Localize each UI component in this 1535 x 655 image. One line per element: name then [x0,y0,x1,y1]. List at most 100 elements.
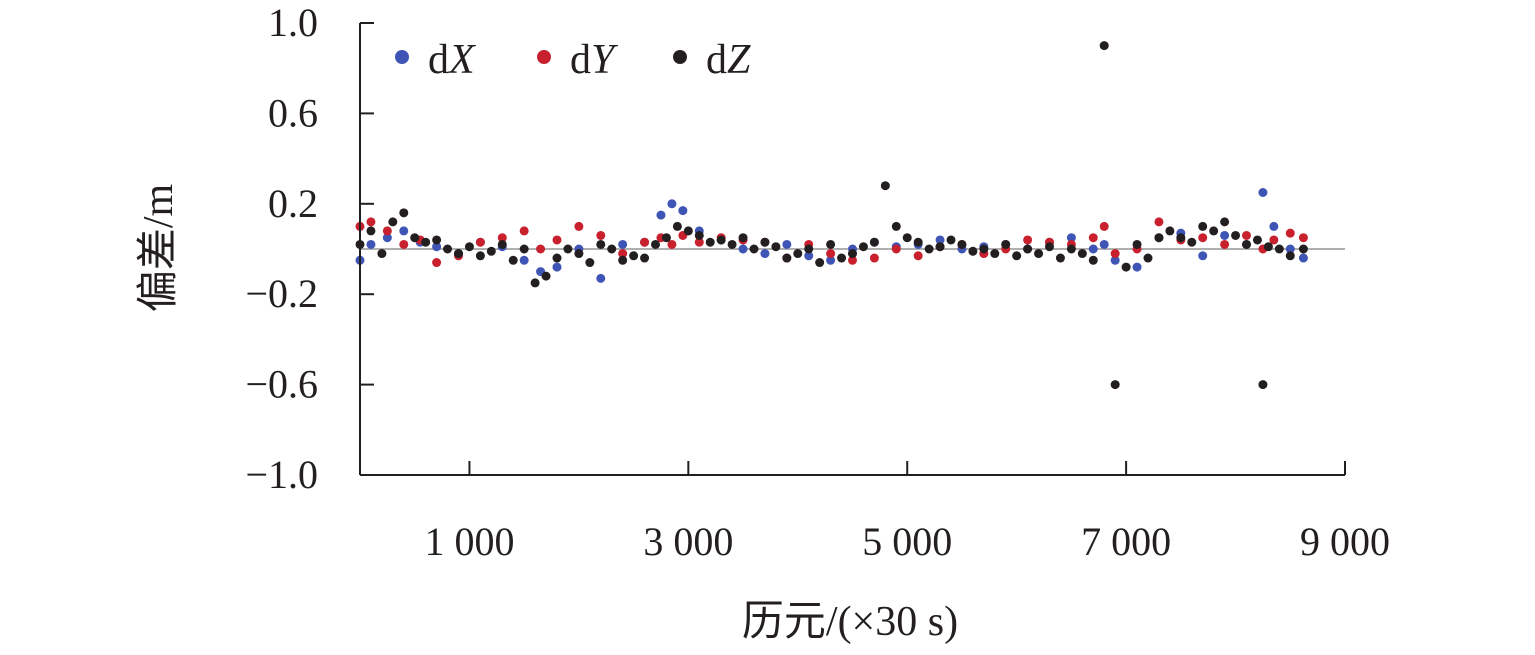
data-point-dZ [1088,255,1098,265]
data-point-dZ [464,242,474,252]
data-point-dX [1269,221,1279,231]
data-point-dZ [858,242,868,252]
data-point-dX [1099,239,1109,249]
data-point-dZ [1110,380,1120,390]
x-tick-label: 7 000 [1081,519,1171,564]
data-point-dZ [1298,244,1308,254]
data-point-dZ [957,239,967,249]
data-point-dZ [1274,244,1284,254]
data-point-dZ [1001,239,1011,249]
data-point-dY [1269,235,1279,245]
data-point-dY [475,237,485,247]
data-point-dZ [1258,380,1268,390]
data-point-dY [497,233,507,243]
data-point-dX [678,206,688,216]
data-point-dZ [508,255,518,265]
legend-label-dX: dX [428,37,477,83]
data-point-dX [1132,262,1142,272]
data-point-dZ [1045,242,1054,252]
data-point-dZ [990,249,1000,259]
y-tick-label: 0.6 [268,90,318,135]
data-point-dZ [1132,239,1142,249]
data-point-dZ [618,255,628,265]
data-point-dZ [1034,249,1044,259]
x-tick-label: 3 000 [643,519,733,564]
data-point-dZ [366,226,376,236]
data-point-dX [1088,244,1098,254]
data-point-dX [1110,255,1120,265]
data-point-dZ [1012,251,1022,261]
data-point-dY [366,217,376,227]
data-point-dZ [1055,253,1065,263]
data-point-dZ [410,233,420,243]
data-point-dY [1242,230,1251,240]
data-point-dZ [848,249,857,259]
data-point-dY [382,226,392,236]
data-point-dX [1066,233,1076,243]
data-point-dZ [1121,262,1131,272]
data-point-dZ [486,246,496,256]
data-point-dZ [804,244,814,254]
data-point-dX [1258,188,1268,197]
x-axis-title: 历元/(×30 s) [742,599,958,645]
legend-marker-dY [537,50,551,64]
data-point-dY [1023,235,1033,245]
data-point-dZ [574,249,584,259]
data-point-dX [432,242,442,252]
data-point-dZ [629,251,639,261]
data-point-dZ [1023,244,1033,254]
data-point-dX [1298,253,1308,263]
data-point-dZ [1154,233,1164,243]
data-point-dZ [782,253,792,263]
data-point-dZ [793,249,803,259]
data-point-dZ [968,246,978,256]
data-point-dZ [377,249,387,259]
data-point-dY [913,251,923,261]
data-point-dZ [694,230,704,240]
y-tick-label: −0.6 [245,362,318,407]
data-point-dX [1285,244,1295,254]
data-point-dZ [749,244,759,254]
data-point-dX [826,255,836,265]
data-point-dZ [1231,230,1241,240]
data-point-dZ [1176,233,1186,243]
data-point-dZ [837,253,847,263]
legend: dX dY dZ [395,37,751,83]
data-point-dZ [771,242,781,252]
data-point-dZ [815,258,825,268]
data-point-dZ [607,244,617,254]
data-point-dZ [475,251,485,261]
data-point-dX [935,235,945,245]
data-point-dZ [727,239,737,249]
data-point-dY [596,230,606,240]
data-point-dX [552,262,562,272]
data-point-dZ [1252,235,1262,245]
y-tick-label: 1.0 [268,0,318,45]
data-point-dZ [902,233,912,243]
data-point-dZ [563,244,573,254]
data-point-dX [382,233,392,243]
data-point-dX [366,239,376,249]
x-ticks: 1 000 3 000 5 000 7 000 9 000 [424,461,1390,564]
data-point-dY [1154,217,1164,227]
data-point-dZ [1285,251,1295,261]
data-point-dY [519,226,529,236]
data-point-dZ [552,253,562,263]
data-point-dZ [1198,221,1208,231]
series-dZ [355,41,1308,390]
data-point-dZ [760,237,770,247]
legend-label-dY: dY [570,37,619,83]
series-dX [355,188,1308,283]
data-point-dZ [541,271,551,281]
data-point-dZ [1209,226,1219,236]
data-point-dY [1088,233,1098,243]
data-point-dZ [454,249,463,259]
x-tick-label: 5 000 [862,519,952,564]
data-point-dY [1099,221,1109,231]
data-point-dZ [585,258,595,268]
data-point-dY [1298,233,1308,243]
data-point-dZ [705,237,715,247]
data-point-dY [640,237,650,247]
